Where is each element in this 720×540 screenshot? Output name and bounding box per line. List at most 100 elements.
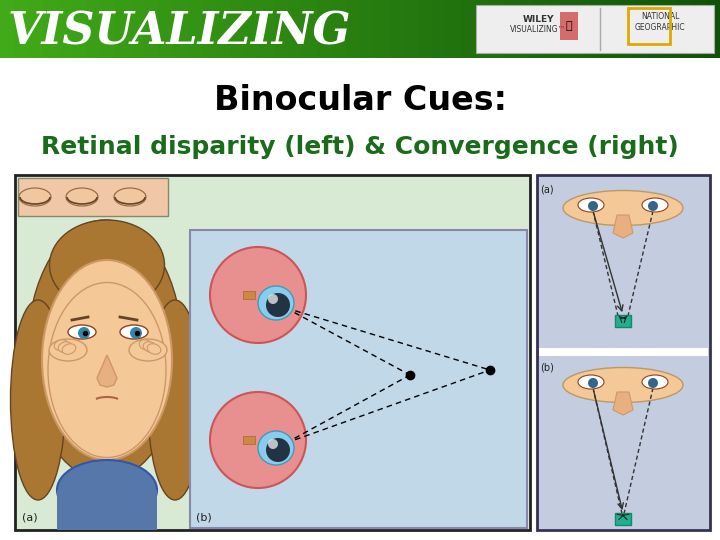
Ellipse shape: [147, 344, 161, 354]
Bar: [634, 0, 649, 58]
Polygon shape: [613, 215, 633, 238]
Ellipse shape: [563, 368, 683, 402]
Text: (b): (b): [540, 362, 554, 372]
Ellipse shape: [48, 282, 166, 457]
Bar: [461, 0, 476, 58]
Text: WILEY: WILEY: [522, 16, 554, 24]
Ellipse shape: [62, 344, 76, 354]
Polygon shape: [97, 355, 117, 387]
Bar: [259, 0, 274, 58]
Bar: [615, 513, 631, 525]
Ellipse shape: [148, 300, 202, 500]
Circle shape: [648, 201, 658, 211]
Bar: [547, 0, 562, 58]
Ellipse shape: [258, 286, 294, 320]
Bar: [446, 0, 462, 58]
Ellipse shape: [49, 339, 87, 361]
Bar: [691, 0, 706, 58]
Circle shape: [78, 327, 90, 339]
Bar: [628, 8, 670, 44]
Bar: [619, 0, 634, 58]
Circle shape: [588, 201, 598, 211]
Circle shape: [210, 247, 306, 343]
Bar: [706, 0, 720, 58]
Ellipse shape: [57, 460, 157, 520]
Bar: [130, 0, 145, 58]
Circle shape: [648, 378, 658, 388]
Text: (b): (b): [196, 513, 212, 523]
Bar: [615, 315, 631, 327]
Ellipse shape: [120, 325, 148, 339]
Circle shape: [266, 438, 290, 462]
Circle shape: [130, 327, 142, 339]
Bar: [58, 0, 73, 58]
Ellipse shape: [68, 325, 96, 339]
Bar: [533, 0, 548, 58]
Bar: [288, 0, 303, 58]
Bar: [476, 5, 714, 53]
Ellipse shape: [42, 260, 172, 460]
Ellipse shape: [54, 340, 68, 350]
Bar: [245, 0, 260, 58]
Text: (a): (a): [540, 185, 554, 195]
Bar: [432, 0, 447, 58]
Bar: [202, 0, 217, 58]
Bar: [86, 0, 102, 58]
Bar: [173, 0, 188, 58]
Bar: [243, 291, 255, 299]
Bar: [274, 0, 289, 58]
Bar: [15, 175, 530, 530]
Ellipse shape: [19, 188, 51, 206]
Ellipse shape: [139, 340, 153, 350]
Ellipse shape: [11, 300, 66, 500]
Bar: [216, 0, 231, 58]
Text: Binocular Cues:: Binocular Cues:: [214, 84, 506, 117]
Bar: [360, 0, 375, 58]
Bar: [29, 0, 44, 58]
Ellipse shape: [129, 339, 167, 361]
Ellipse shape: [114, 188, 146, 206]
Bar: [317, 0, 332, 58]
Bar: [43, 0, 58, 58]
Ellipse shape: [50, 220, 164, 310]
Bar: [403, 0, 418, 58]
Bar: [187, 0, 202, 58]
Bar: [230, 0, 246, 58]
Bar: [562, 0, 577, 58]
Bar: [14, 0, 30, 58]
Circle shape: [588, 378, 598, 388]
Bar: [101, 0, 116, 58]
Bar: [662, 0, 678, 58]
Bar: [158, 0, 174, 58]
Ellipse shape: [563, 191, 683, 226]
Bar: [57, 490, 157, 530]
Ellipse shape: [642, 198, 668, 212]
Text: 🪑: 🪑: [566, 21, 572, 31]
Bar: [302, 0, 318, 58]
Text: NATIONAL
GEOGRAPHIC: NATIONAL GEOGRAPHIC: [635, 11, 685, 32]
Text: VISUALIZING™: VISUALIZING™: [510, 25, 566, 35]
Bar: [418, 0, 433, 58]
Bar: [243, 436, 255, 444]
Bar: [331, 0, 346, 58]
Ellipse shape: [642, 375, 668, 389]
Circle shape: [268, 294, 278, 304]
Polygon shape: [613, 392, 633, 415]
Bar: [560, 12, 578, 40]
Bar: [0, 0, 15, 58]
Bar: [475, 0, 490, 58]
Bar: [115, 0, 130, 58]
Ellipse shape: [27, 220, 182, 480]
Circle shape: [210, 392, 306, 488]
Bar: [677, 0, 692, 58]
Bar: [590, 0, 606, 58]
Bar: [144, 0, 159, 58]
Bar: [518, 0, 534, 58]
Bar: [190, 230, 527, 528]
Bar: [374, 0, 390, 58]
Ellipse shape: [66, 188, 98, 206]
Bar: [576, 0, 591, 58]
Ellipse shape: [578, 375, 604, 389]
Circle shape: [266, 293, 290, 317]
Ellipse shape: [143, 342, 157, 352]
